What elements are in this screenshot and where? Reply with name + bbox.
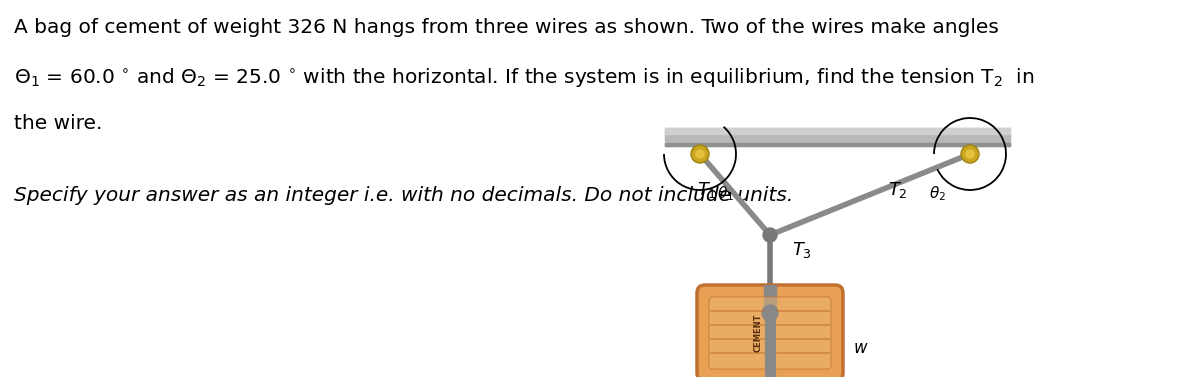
Circle shape	[696, 150, 704, 158]
FancyBboxPatch shape	[697, 285, 842, 377]
Text: $w$: $w$	[853, 339, 869, 357]
Text: the wire.: the wire.	[14, 114, 102, 133]
Text: $T_1$: $T_1$	[697, 179, 716, 199]
Text: Specify your answer as an integer i.e. with no decimals. Do not include units.: Specify your answer as an integer i.e. w…	[14, 186, 793, 205]
Circle shape	[763, 228, 778, 242]
Bar	[665, 128, 1010, 134]
Text: $T_2$: $T_2$	[888, 179, 908, 199]
Text: A bag of cement of weight 326 N hangs from three wires as shown. Two of the wire: A bag of cement of weight 326 N hangs fr…	[14, 18, 998, 37]
Text: $T_3$: $T_3$	[792, 240, 812, 260]
Circle shape	[691, 145, 709, 163]
Text: $\theta_1$: $\theta_1$	[718, 184, 734, 203]
FancyBboxPatch shape	[709, 297, 830, 369]
Text: $\theta_2$: $\theta_2$	[930, 184, 947, 203]
Text: CEMENT: CEMENT	[754, 314, 762, 352]
Circle shape	[762, 305, 778, 321]
Bar	[665, 128, 1010, 146]
Text: $\mathsf{\Theta_1}$ = 60.0 $\mathsf{{}^{\circ}}$ and $\mathsf{\Theta_2}$ = 25.0 : $\mathsf{\Theta_1}$ = 60.0 $\mathsf{{}^{…	[14, 66, 1034, 89]
Bar	[665, 143, 1010, 146]
Circle shape	[961, 145, 979, 163]
Circle shape	[966, 150, 974, 158]
Bar	[764, 285, 776, 313]
